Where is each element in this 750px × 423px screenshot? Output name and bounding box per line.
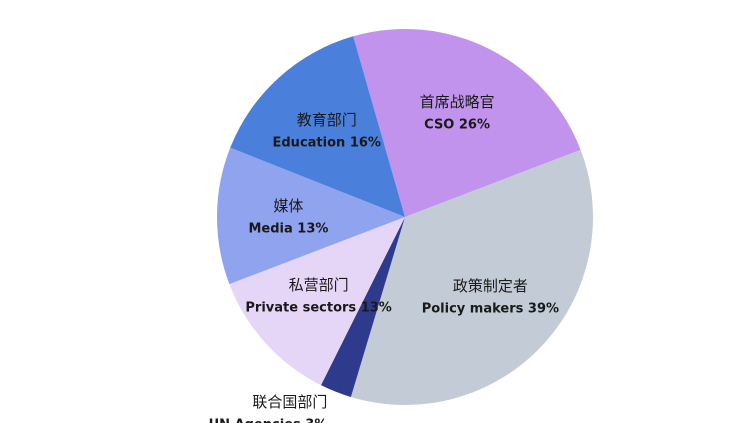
slice-name: UN Agencies	[209, 417, 301, 423]
slice-value-label: 13%	[297, 221, 328, 236]
pie-slice	[353, 28, 581, 217]
pie-slice	[230, 36, 405, 217]
slice-value-label: 3%	[305, 417, 327, 423]
slice-name: Education	[273, 135, 346, 150]
pie-slice	[350, 149, 593, 406]
slice-label-cn: 媒体	[273, 197, 303, 215]
slice-value-label: 39%	[528, 301, 559, 316]
slice-label: Media 13%	[248, 221, 328, 236]
pie-slice	[229, 217, 405, 386]
pie-slice	[320, 217, 405, 398]
slice-label-cn: 私营部门	[289, 276, 349, 294]
slice-label: CSO 26%	[424, 117, 490, 132]
slice-name: CSO	[424, 117, 454, 132]
slice-value-label: 26%	[459, 117, 490, 132]
slice-value-label: 16%	[350, 135, 381, 150]
slice-name: Media	[248, 221, 292, 236]
slice-name: Policy makers	[422, 301, 524, 316]
slice-label: Policy makers 39%	[422, 301, 559, 316]
slice-label: UN Agencies 3%	[209, 417, 328, 423]
slice-name: Private sectors	[245, 300, 356, 315]
slice-label-cn: 教育部门	[297, 111, 357, 129]
slice-label-cn: 政策制定者	[453, 277, 528, 295]
slice-label-cn: 首席战略官	[420, 93, 495, 111]
slice-value-label: 13%	[361, 300, 392, 315]
slice-label: Education 16%	[273, 135, 381, 150]
pie-slice	[216, 147, 405, 285]
slice-label: Private sectors 13%	[245, 300, 391, 315]
slice-label-cn: 联合国部门	[252, 393, 327, 411]
